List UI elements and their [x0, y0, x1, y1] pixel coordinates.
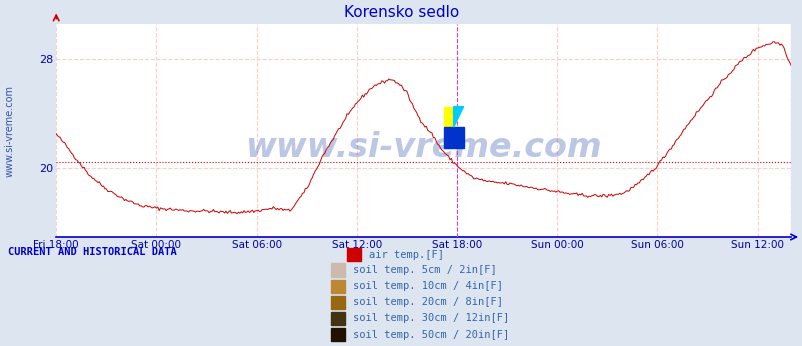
- Text: www.si-vreme.com: www.si-vreme.com: [5, 85, 14, 177]
- Bar: [330, 264, 345, 277]
- Text: www.si-vreme.com: www.si-vreme.com: [245, 131, 602, 164]
- Bar: [330, 280, 345, 293]
- Text: Korensko sedlo: Korensko sedlo: [343, 5, 459, 20]
- Text: soil temp. 50cm / 20in[F]: soil temp. 50cm / 20in[F]: [353, 330, 509, 339]
- Bar: [443, 107, 453, 127]
- Polygon shape: [453, 107, 463, 127]
- Text: soil temp. 5cm / 2in[F]: soil temp. 5cm / 2in[F]: [353, 265, 496, 275]
- Text: soil temp. 20cm / 8in[F]: soil temp. 20cm / 8in[F]: [353, 298, 503, 307]
- Text: CURRENT AND HISTORICAL DATA: CURRENT AND HISTORICAL DATA: [8, 247, 176, 257]
- Bar: [330, 295, 345, 309]
- Text: soil temp. 10cm / 4in[F]: soil temp. 10cm / 4in[F]: [353, 281, 503, 291]
- Text: air temp.[F]: air temp.[F]: [369, 250, 444, 260]
- Bar: [346, 248, 361, 262]
- Bar: [330, 328, 345, 341]
- Bar: [330, 312, 345, 325]
- Bar: [443, 127, 463, 148]
- Text: soil temp. 30cm / 12in[F]: soil temp. 30cm / 12in[F]: [353, 313, 509, 324]
